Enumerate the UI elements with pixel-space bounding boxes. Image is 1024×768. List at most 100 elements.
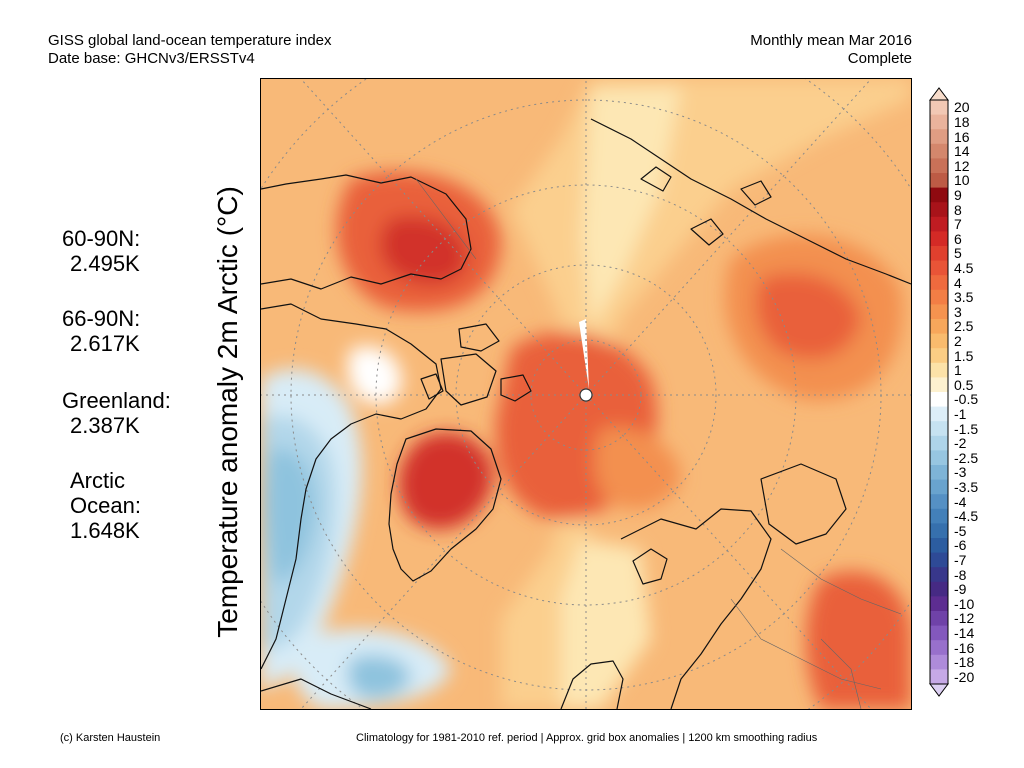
date-base: Date base: GHCNv3/ERSSTv4: [48, 50, 255, 67]
colorbar-tick-label: 1: [954, 362, 962, 379]
warm-hot-greenland: [398, 432, 493, 529]
colorbar-swatch: [930, 114, 948, 130]
colorbar-tick-label: 3: [954, 303, 962, 320]
colorbar-swatch: [930, 187, 948, 203]
colorbar-swatch: [930, 348, 948, 364]
colorbar-swatch: [930, 143, 948, 159]
colorbar-tick-label: -5: [954, 522, 967, 539]
region-name: 60-90N:: [62, 226, 141, 251]
colorbar-tick-label: -1: [954, 405, 967, 422]
colorbar-swatch: [930, 406, 948, 422]
colorbar-swatch: [930, 421, 948, 437]
colorbar-tick-label: 14: [954, 143, 970, 160]
region-value: 2.387K: [70, 413, 140, 438]
cold-mid-north-america: [347, 655, 411, 699]
colorbar-tick-label: 0.5: [954, 376, 974, 393]
colorbar-tick-label: 9: [954, 186, 962, 203]
colorbar-tick-label: 4.5: [954, 259, 974, 276]
colorbar-tick-label: -7: [954, 551, 967, 568]
colorbar-tick-label: -9: [954, 581, 967, 598]
colorbar-tick-label: 6: [954, 230, 962, 247]
region-arctic-ocean: Arctic Ocean: 1.648K: [70, 468, 141, 543]
colorbar-tick-label: -2.5: [954, 449, 979, 466]
colorbar-swatch: [930, 377, 948, 393]
colorbar-swatch: [930, 275, 948, 291]
colorbar-tick-label: -3: [954, 464, 967, 481]
colorbar-top-arrow: [929, 87, 949, 101]
colorbar-tick-label: 1.5: [954, 347, 974, 364]
header-right: Monthly mean Mar 2016 Complete: [750, 32, 912, 68]
colorbar-tick-label: 3.5: [954, 289, 974, 306]
colorbar-tick-label: -1.5: [954, 420, 979, 437]
colorbar-swatch: [930, 552, 948, 568]
colorbar-swatch: [930, 494, 948, 510]
canada-coast: [261, 303, 442, 670]
svalbard: [632, 548, 668, 585]
colorbar-swatch: [930, 538, 948, 554]
region-name-line2: Ocean:: [70, 493, 141, 518]
colorbar-swatch: [930, 304, 948, 320]
colorbar-tick-label: -4.5: [954, 508, 979, 525]
colorbar-tick-label: -12: [954, 610, 975, 627]
colorbar-tick-label: -18: [954, 654, 975, 671]
colorbar-swatch: [930, 640, 948, 656]
dataset-title: GISS global land-ocean temperature index: [48, 32, 332, 49]
footnote: Climatology for 1981-2010 ref. period | …: [356, 732, 818, 744]
colorbar-swatch: [930, 465, 948, 481]
colorbar-swatch: [930, 333, 948, 349]
colorbar-tick-label: -10: [954, 595, 975, 612]
colorbar-tick-label: 10: [954, 172, 970, 189]
missing-data-wedge: [579, 319, 589, 389]
colorbar-tick-label: 20: [954, 99, 970, 116]
colorbar-tick-label: -0.5: [954, 391, 979, 408]
colorbar-tick-label: -3.5: [954, 478, 979, 495]
credit: (c) Karsten Haustein: [60, 732, 161, 744]
colorbar-swatch: [930, 654, 948, 670]
region-greenland: Greenland: 2.387K: [62, 388, 171, 438]
region-value: 1.648K: [70, 518, 140, 543]
graticule: [261, 79, 911, 709]
colorbar-tick-label: 2: [954, 332, 962, 349]
color-scale: [929, 87, 949, 697]
colorbar-swatch: [930, 567, 948, 583]
colorbar-tick-label: 12: [954, 157, 970, 174]
colorbar-tick-label: -16: [954, 639, 975, 656]
colorbar-swatch: [930, 158, 948, 174]
colorbar-swatch: [930, 260, 948, 276]
colorbar-swatch: [930, 581, 948, 597]
colorbar-swatch: [930, 523, 948, 539]
colorbar-tick-label: 5: [954, 245, 962, 262]
map-canvas: [261, 79, 911, 709]
colorbar-tick-label: -2: [954, 435, 967, 452]
colorbar-tick-label: -14: [954, 624, 975, 641]
colorbar-tick-label: 16: [954, 128, 970, 145]
colorbar-swatch: [930, 362, 948, 378]
colorbar-swatch: [930, 319, 948, 335]
arctic-archipelago: [420, 323, 532, 406]
colorbar-swatch: [930, 289, 948, 305]
colorbar-tick-label: 4: [954, 274, 962, 291]
siberia-coast: [590, 118, 911, 285]
region-66-90n: 66-90N: 2.617K: [62, 306, 140, 356]
greenland-coast: [388, 428, 502, 582]
colorbar-tick-label: 7: [954, 216, 962, 233]
colorbar-swatch: [930, 202, 948, 218]
colorbar-bottom-arrow: [929, 683, 949, 697]
coastlines: [261, 118, 911, 709]
colorbar-swatch: [930, 625, 948, 641]
colorbar-swatch: [930, 246, 948, 262]
anomaly-fields: [261, 79, 911, 709]
colorbar-tick-label: -8: [954, 566, 967, 583]
alaska-coast: [261, 174, 472, 290]
colorbar-swatch: [930, 479, 948, 495]
colorbar-swatch: [930, 450, 948, 466]
region-value: 2.495K: [70, 251, 140, 276]
warm-mid-barents: [594, 427, 681, 510]
scandinavia-coast: [620, 508, 772, 709]
colorbar-swatch: [930, 669, 948, 685]
region-value: 2.617K: [70, 331, 140, 356]
region-60-90n: 60-90N: 2.495K: [62, 226, 140, 276]
y-axis-label: Temperature anomaly 2m Arctic (°C): [212, 186, 243, 638]
colorbar-swatch: [930, 435, 948, 451]
borders: [415, 178, 902, 709]
